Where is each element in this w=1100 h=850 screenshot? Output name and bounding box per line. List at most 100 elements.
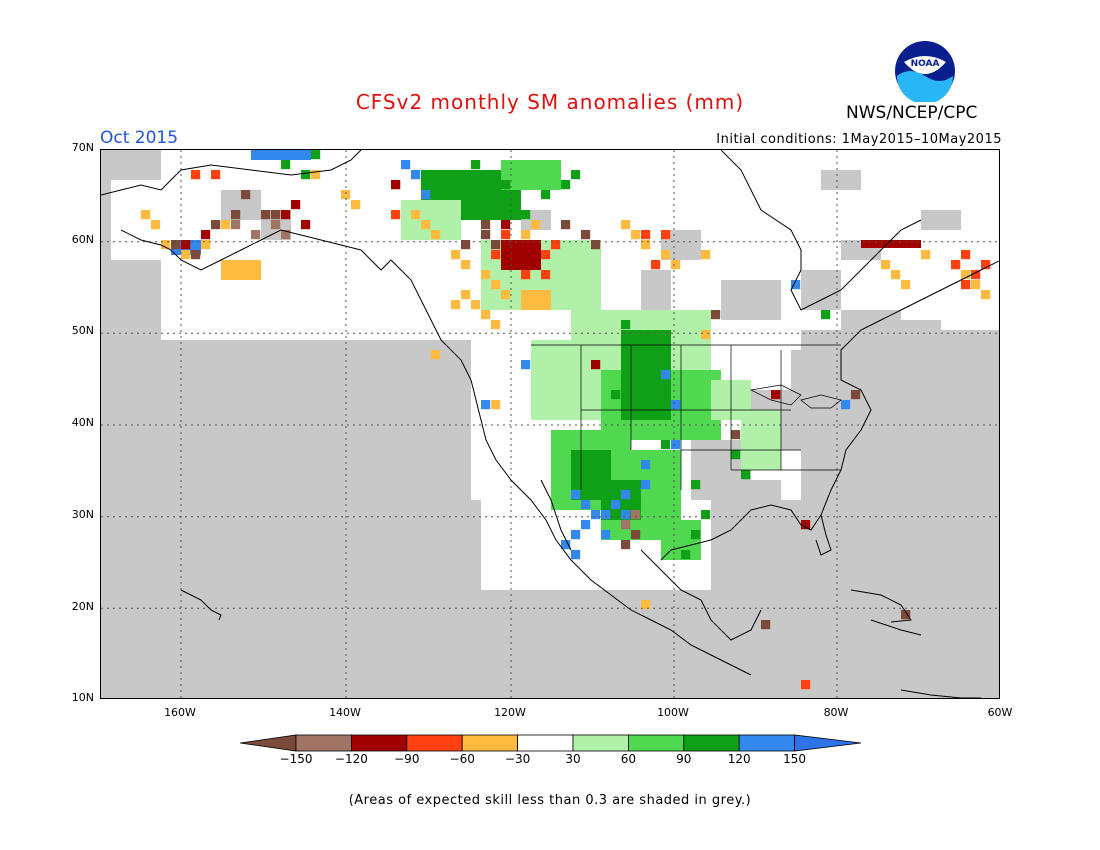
anomaly-cell xyxy=(711,310,721,320)
anomaly-cell xyxy=(501,240,541,270)
anomaly-cell xyxy=(561,180,571,190)
anomaly-cell xyxy=(601,470,611,480)
anomaly-cell xyxy=(981,260,991,270)
anomaly-cell xyxy=(691,480,701,490)
anomaly-cell xyxy=(501,290,511,300)
anomaly-cell xyxy=(461,170,471,180)
colorbar-segment xyxy=(683,734,740,752)
anomaly-cell xyxy=(521,230,531,240)
graticule xyxy=(101,150,999,698)
anomaly-cell xyxy=(481,220,491,230)
anomaly-cell xyxy=(231,220,241,230)
anomaly-cell xyxy=(661,390,671,400)
colorbar-segment xyxy=(295,734,352,752)
anomaly-cell xyxy=(171,240,181,250)
colorbar-tick-label: 120 xyxy=(727,752,751,766)
anomaly-cell xyxy=(671,400,681,410)
colorbar-segment xyxy=(627,734,685,752)
anomaly-cell xyxy=(481,310,491,320)
anomaly-cell xyxy=(821,170,861,190)
anomaly-cell xyxy=(641,350,651,360)
anomaly-cell xyxy=(401,160,411,170)
anomaly-cell xyxy=(291,200,301,210)
anomaly-cell xyxy=(921,250,931,260)
anomaly-cell xyxy=(971,280,981,290)
colorbar-segment xyxy=(461,734,518,752)
colorbar-tick-label: −90 xyxy=(394,752,420,766)
lon-tick-label: 160W xyxy=(164,706,196,719)
anomaly-cell xyxy=(521,360,531,370)
anomaly-cell xyxy=(491,250,501,260)
anomaly-cell xyxy=(491,240,501,250)
anomaly-cell xyxy=(541,270,551,280)
anomaly-cell xyxy=(981,290,991,300)
coastline-path xyxy=(540,479,572,551)
colorbar-high-arrow xyxy=(794,734,862,752)
anomaly-cell xyxy=(451,250,461,260)
anomaly-cell xyxy=(741,410,781,470)
coastline-path xyxy=(180,589,222,621)
anomaly-cell xyxy=(431,190,441,200)
colorbar-segment xyxy=(351,734,408,752)
anomaly-cell xyxy=(631,340,641,350)
anomaly-cell xyxy=(351,200,361,210)
anomaly-cell xyxy=(891,320,941,350)
colorbar-segment xyxy=(406,734,463,752)
anomaly-cell xyxy=(631,510,641,520)
colorbar-tick-label: −30 xyxy=(504,752,531,766)
anomaly-cell xyxy=(561,220,571,230)
anomaly-cell xyxy=(271,220,281,230)
anomaly-cell xyxy=(961,270,971,280)
anomaly-cell xyxy=(521,210,531,220)
anomaly-cell xyxy=(721,280,781,320)
lon-tick-label: 140W xyxy=(329,706,361,719)
anomaly-cell xyxy=(221,260,261,280)
anomaly-cell xyxy=(421,190,431,200)
map-title: CFSv2 monthly SM anomalies (mm) xyxy=(355,90,745,114)
anomaly-cell xyxy=(481,230,491,240)
anomaly-cell xyxy=(571,530,581,540)
anomaly-cell xyxy=(581,450,591,460)
anomaly-cell xyxy=(661,250,671,260)
anomaly-cell xyxy=(481,270,491,280)
anomaly-cell xyxy=(281,160,291,170)
colorbar-tick-label: 150 xyxy=(783,752,807,766)
anomaly-cell xyxy=(631,230,641,240)
anomaly-cell xyxy=(901,610,911,620)
anomaly-cell xyxy=(311,170,321,180)
anomaly-cell xyxy=(481,400,491,410)
anomaly-cell xyxy=(581,520,591,530)
anomaly-cell xyxy=(821,310,831,320)
anomaly-cell xyxy=(961,280,971,290)
anomaly-cell xyxy=(491,320,501,330)
anomaly-cell xyxy=(701,250,711,260)
anomaly-cell xyxy=(701,330,711,340)
anomaly-cell xyxy=(881,260,891,270)
anomaly-cell xyxy=(641,460,651,470)
anomaly-cell xyxy=(531,340,591,420)
colorbar xyxy=(240,734,862,752)
lat-tick-label: 30N xyxy=(71,507,94,521)
anomaly-cell xyxy=(641,400,651,410)
anomaly-cell xyxy=(801,680,811,690)
colorbar-tick-label: 60 xyxy=(620,752,637,766)
coastline-path xyxy=(101,150,362,196)
anomaly-cell xyxy=(641,240,651,250)
agency-label: NWS/NCEP/CPC xyxy=(846,103,978,123)
anomaly-cell xyxy=(621,320,631,330)
anomaly-cell xyxy=(621,220,631,230)
anomaly-cell xyxy=(281,230,291,240)
anomaly-cell xyxy=(641,600,651,610)
anomaly-cell xyxy=(431,230,441,240)
anomaly-cell xyxy=(611,500,621,510)
anomaly-cell xyxy=(501,220,511,230)
coastline-path xyxy=(900,689,981,698)
anomaly-cell xyxy=(581,230,591,240)
anomaly-cell xyxy=(471,160,481,170)
anomaly-cell xyxy=(851,390,861,400)
anomaly-cell xyxy=(551,240,561,250)
anomaly-cell xyxy=(791,350,871,410)
anomaly-cell xyxy=(211,170,221,180)
colorbar-tick-label: 90 xyxy=(676,752,692,766)
anomaly-cell xyxy=(251,150,311,160)
